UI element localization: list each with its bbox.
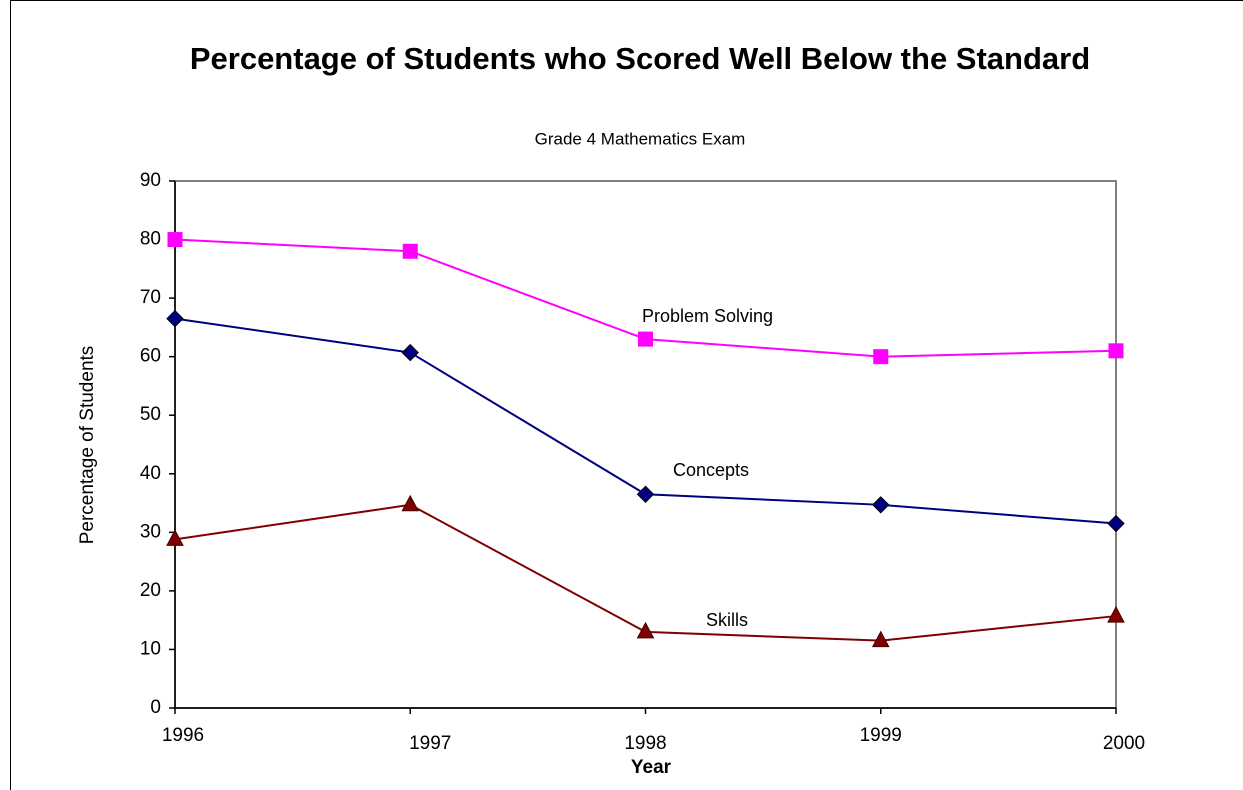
y-tick-label: 70 [140, 287, 161, 308]
x-tick-label: 1997 [409, 733, 451, 754]
marker [166, 529, 184, 546]
series-annotation: Skills [706, 610, 748, 630]
chart-title: Percentage of Students who Scored Well B… [189, 41, 1091, 76]
x-tick-label: 1998 [624, 733, 666, 754]
marker [401, 494, 420, 512]
marker [166, 309, 184, 328]
marker [636, 485, 655, 503]
x-tick-label: 1999 [860, 725, 902, 746]
x-axis-label: Year [631, 757, 672, 778]
marker [872, 496, 890, 514]
frame [10, 0, 1243, 790]
y-tick-label: 30 [140, 521, 161, 542]
y-tick-label: 60 [140, 346, 161, 367]
y-tick-label: 80 [140, 229, 161, 250]
marker [1107, 514, 1125, 533]
series-annotation: Concepts [673, 460, 749, 480]
y-tick-label: 40 [140, 463, 161, 484]
x-tick-label: 1996 [162, 725, 204, 746]
y-tick-label: 90 [140, 170, 161, 191]
marker [871, 630, 890, 648]
x-tick-label: 2000 [1103, 733, 1145, 754]
y-tick-label: 0 [150, 697, 161, 718]
marker [636, 621, 655, 639]
y-tick-label: 20 [140, 580, 161, 601]
y-tick-label: 50 [140, 404, 161, 425]
y-axis-label: Percentage of Students [77, 346, 98, 545]
y-tick-label: 10 [140, 638, 161, 659]
marker [401, 343, 419, 362]
marker [402, 243, 418, 259]
series-line [174, 503, 1117, 642]
marker [1108, 343, 1124, 359]
series-annotation: Problem Solving [642, 306, 773, 326]
marker [1107, 606, 1125, 623]
marker [638, 331, 653, 347]
chart-subtitle: Grade 4 Mathematics Exam [535, 129, 746, 148]
marker [167, 232, 183, 248]
marker [873, 349, 889, 365]
